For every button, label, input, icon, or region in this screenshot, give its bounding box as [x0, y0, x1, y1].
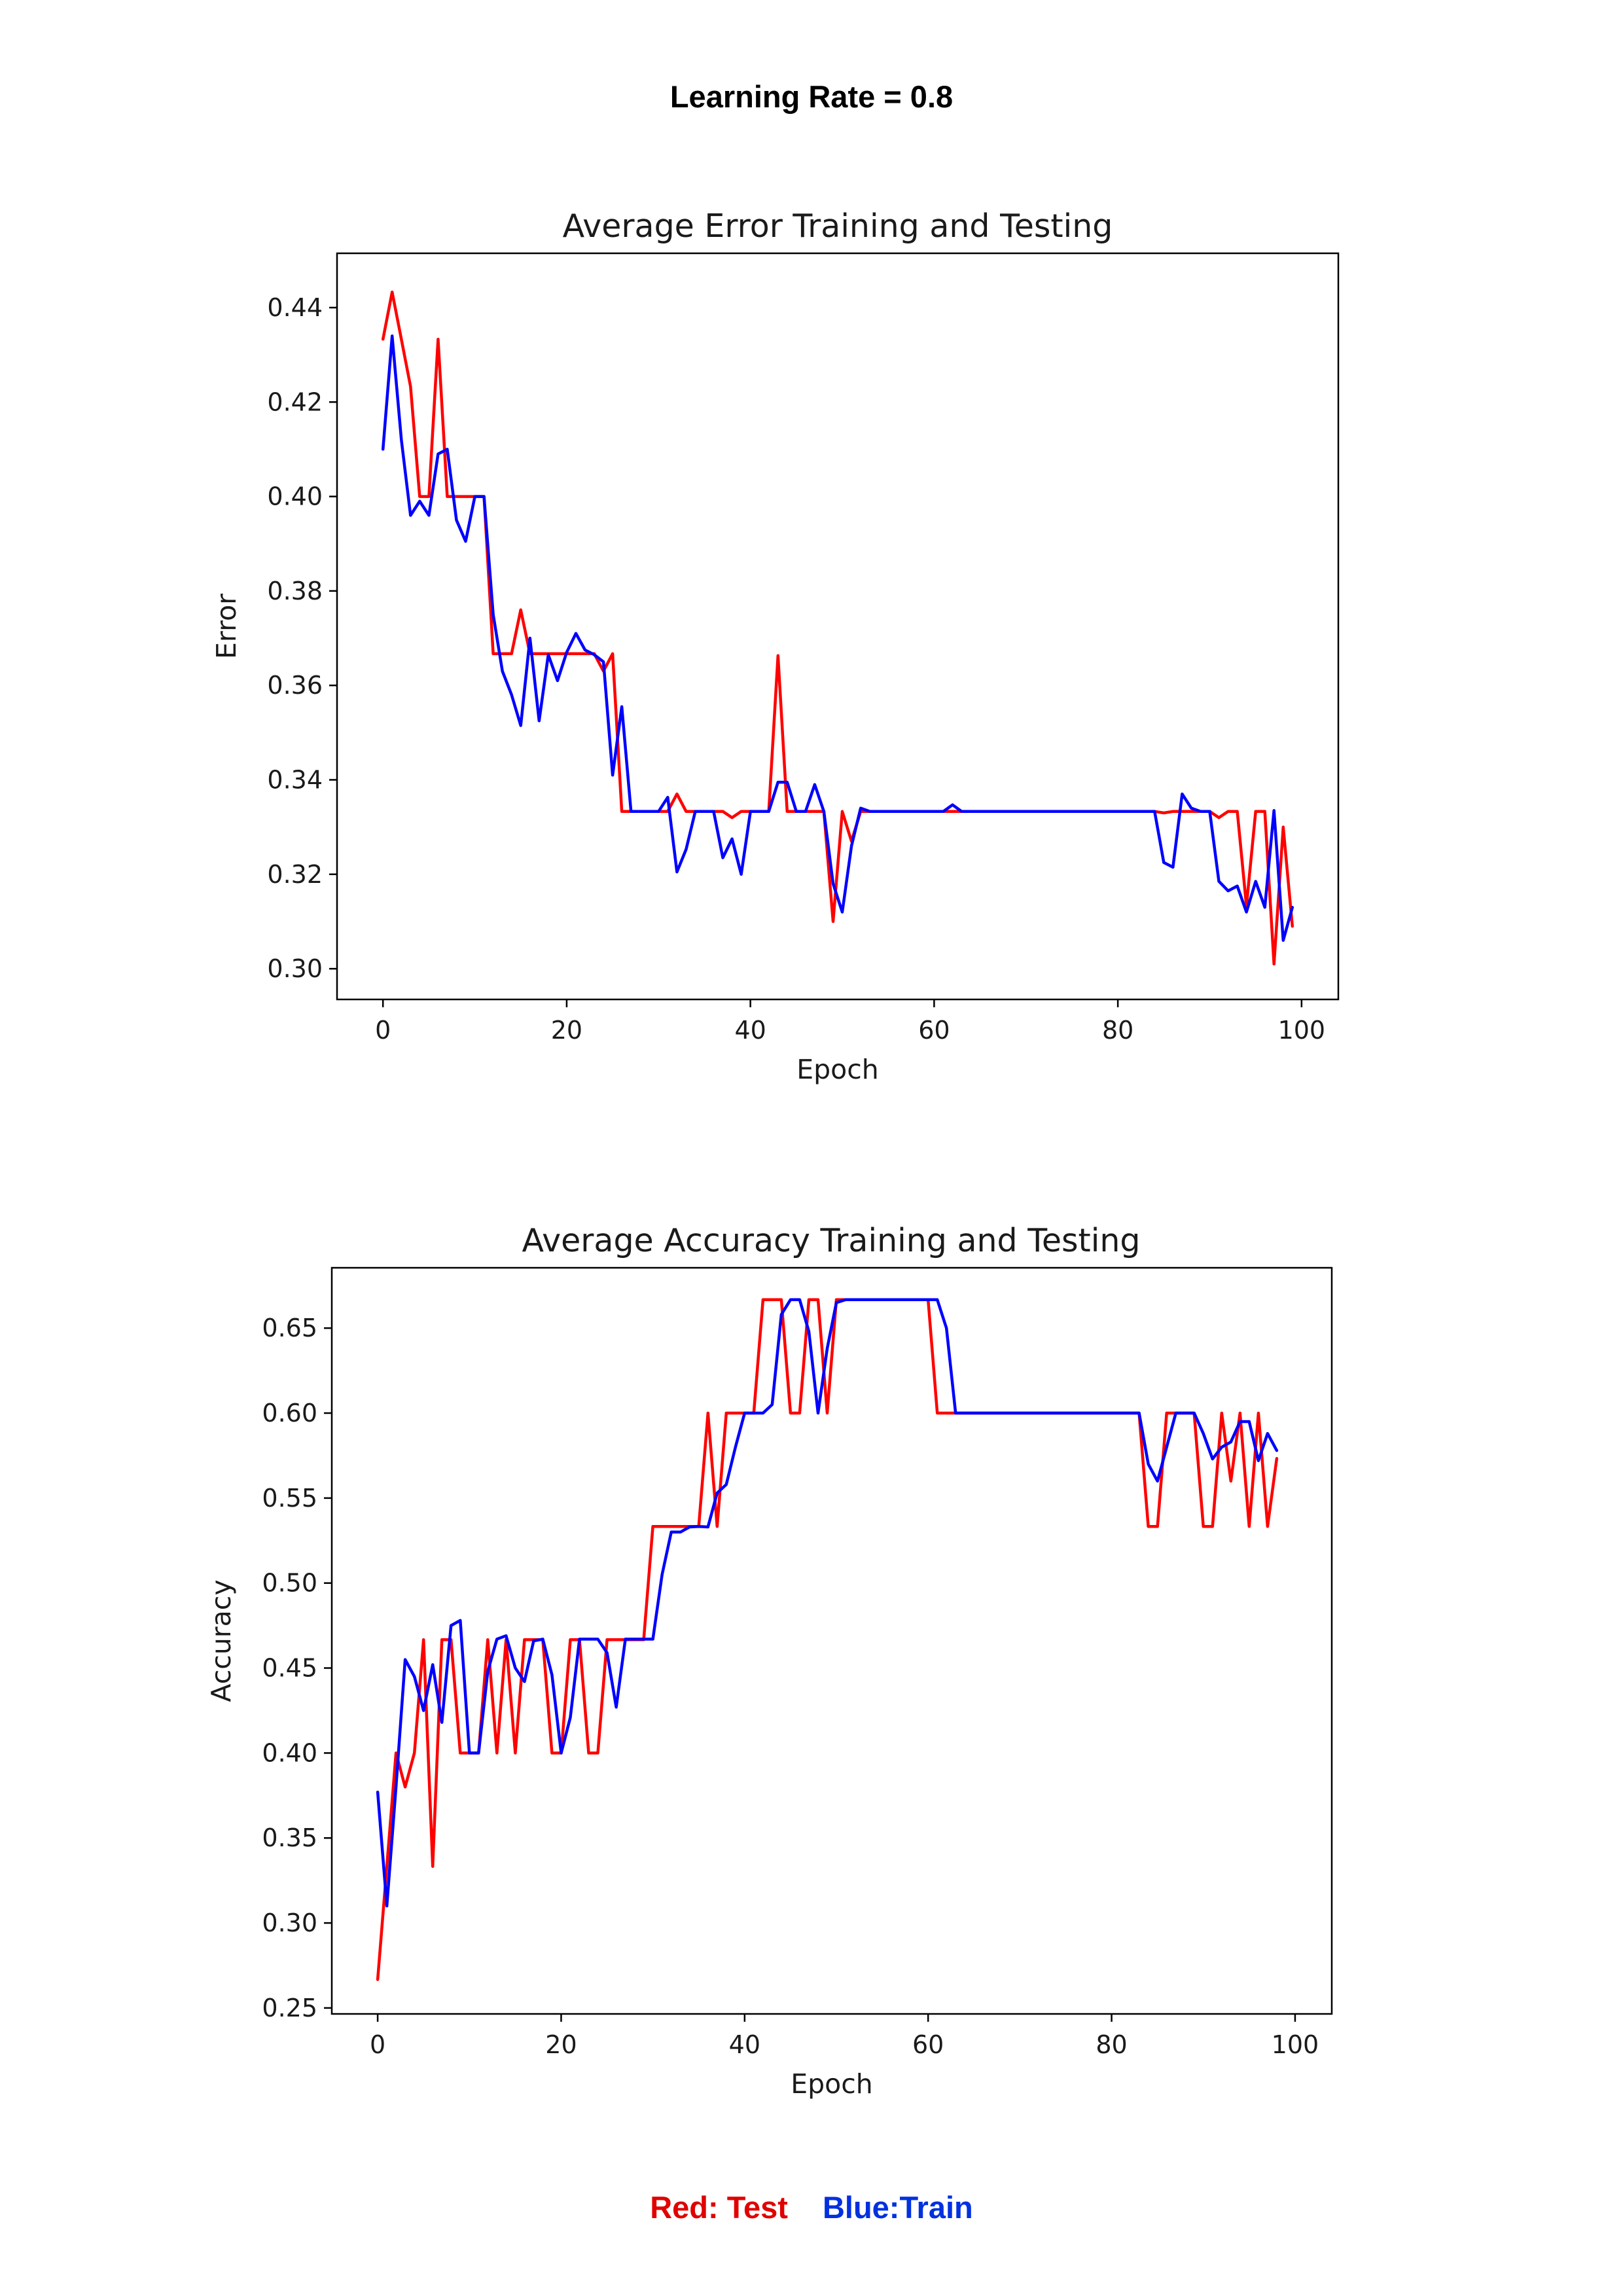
x-tick-label: 0 — [370, 2030, 385, 2059]
x-tick-label: 60 — [912, 2030, 944, 2059]
accuracy-chart: Average Accuracy Training and Testing Ep… — [205, 1222, 1333, 2100]
y-tick-label: 0.45 — [262, 1654, 317, 1683]
x-tick-label: 60 — [918, 1016, 950, 1045]
legend-train: Blue:Train — [822, 2190, 973, 2225]
legend-test: Red: Test — [650, 2190, 788, 2225]
y-tick-label: 0.60 — [262, 1399, 317, 1427]
x-tick-label: 0 — [375, 1016, 391, 1045]
x-tick-label: 80 — [1096, 2030, 1127, 2059]
y-tick-label: 0.36 — [267, 671, 323, 700]
page-title: Learning Rate = 0.8 — [669, 79, 954, 114]
y-tick-label: 0.40 — [267, 482, 323, 511]
y-tick-label: 0.55 — [262, 1484, 317, 1513]
tick-group: 0 20 40 60 80 100 0.30 0.32 0.34 0.36 0.38 0.40 0.42… — [267, 293, 1325, 1045]
series-line-test — [381, 290, 1294, 966]
axes-frame — [336, 252, 1340, 1001]
y-tick-label: 0.32 — [267, 860, 323, 889]
y-tick-label: 0.40 — [262, 1738, 317, 1767]
y-tick-label: 0.30 — [267, 954, 323, 983]
legend: Red: Test Blue:Train — [0, 2189, 1623, 2225]
y-tick-label: 0.50 — [262, 1569, 317, 1598]
y-axis-label: Accuracy — [205, 1579, 237, 1702]
y-tick-label: 0.34 — [267, 765, 323, 794]
y-tick-label: 0.42 — [267, 387, 323, 416]
plot-area — [381, 290, 1294, 966]
y-tick-label: 0.65 — [262, 1314, 317, 1342]
series-line-train — [376, 1298, 1279, 1908]
y-tick-label: 0.38 — [267, 577, 323, 605]
y-tick-label: 0.44 — [267, 293, 323, 322]
y-tick-label: 0.25 — [262, 1994, 317, 2022]
x-tick-label: 100 — [1278, 1016, 1326, 1045]
y-axis-label: Error — [211, 594, 242, 659]
x-tick-label: 40 — [734, 1016, 766, 1045]
x-tick-label: 40 — [729, 2030, 760, 2059]
x-axis-label: Epoch — [796, 1054, 879, 1085]
y-tick-label: 0.30 — [262, 1909, 317, 1937]
axes-frame — [330, 1266, 1333, 2015]
plot-area — [376, 1298, 1279, 1981]
error-chart: Average Error Training and Testing Epoch… — [211, 207, 1340, 1085]
series-line-train — [381, 334, 1294, 942]
chart-title: Average Accuracy Training and Testing — [522, 1222, 1140, 1259]
x-tick-label: 20 — [551, 1016, 582, 1045]
series-line-test — [376, 1298, 1279, 1981]
y-tick-label: 0.35 — [262, 1823, 317, 1852]
x-tick-label: 20 — [545, 2030, 577, 2059]
x-tick-label: 80 — [1102, 1016, 1133, 1045]
chart-title: Average Error Training and Testing — [563, 207, 1113, 245]
x-tick-label: 100 — [1272, 2030, 1319, 2059]
tick-group: 0 20 40 60 80 100 0.25 0.30 0.35 0.40 0.45 0.50 0.55… — [262, 1314, 1319, 2059]
x-axis-label: Epoch — [791, 2068, 873, 2100]
